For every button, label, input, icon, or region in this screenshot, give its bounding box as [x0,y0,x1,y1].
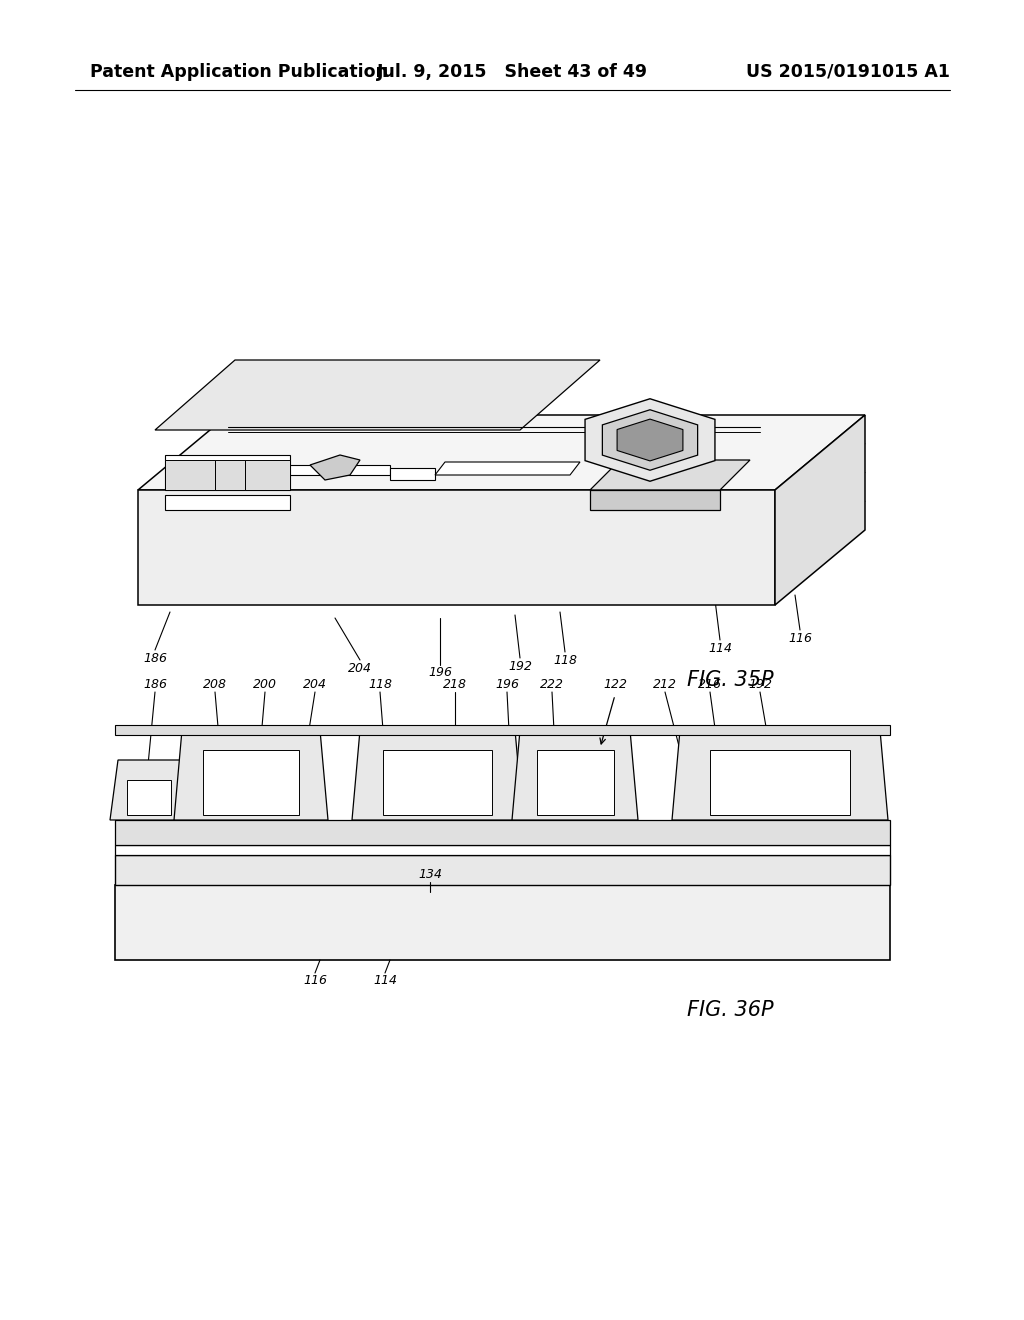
Text: 192: 192 [748,678,772,692]
Text: 216: 216 [698,678,722,692]
Polygon shape [215,459,245,490]
Polygon shape [115,725,890,735]
Text: 186: 186 [143,678,167,692]
Text: 200: 200 [253,678,278,692]
Polygon shape [127,780,171,814]
Text: 116: 116 [303,974,327,986]
Polygon shape [138,414,865,490]
Polygon shape [383,750,492,814]
Polygon shape [390,469,435,480]
Text: 118: 118 [368,678,392,692]
Polygon shape [203,750,299,814]
Polygon shape [245,459,290,490]
Polygon shape [590,459,750,490]
Text: 204: 204 [303,678,327,692]
Text: 212: 212 [653,678,677,692]
Text: 118: 118 [553,653,577,667]
Polygon shape [617,420,683,461]
Polygon shape [115,820,890,845]
Polygon shape [710,750,850,814]
Polygon shape [585,399,715,482]
Polygon shape [672,730,888,820]
Text: Patent Application Publication: Patent Application Publication [90,63,388,81]
Polygon shape [775,414,865,605]
Text: 192: 192 [508,660,532,672]
Text: 134: 134 [418,869,442,882]
Text: US 2015/0191015 A1: US 2015/0191015 A1 [746,63,950,81]
Text: 196: 196 [428,667,452,680]
Text: 222: 222 [540,678,564,692]
Polygon shape [174,730,328,820]
Text: 122: 122 [603,678,627,692]
Text: 116: 116 [788,631,812,644]
Polygon shape [352,730,523,820]
Polygon shape [115,884,890,960]
Polygon shape [435,462,580,475]
Text: Jul. 9, 2015   Sheet 43 of 49: Jul. 9, 2015 Sheet 43 of 49 [377,63,647,81]
Text: FIG. 36P: FIG. 36P [687,1001,773,1020]
Text: 114: 114 [708,642,732,655]
Text: 204: 204 [348,661,372,675]
Polygon shape [590,490,720,510]
Polygon shape [165,455,290,490]
Text: 186: 186 [143,652,167,664]
Polygon shape [138,490,775,605]
Polygon shape [290,465,390,475]
Text: FIG. 35P: FIG. 35P [687,671,773,690]
Text: 196: 196 [495,678,519,692]
Polygon shape [115,845,890,855]
Polygon shape [165,459,215,490]
Polygon shape [110,760,188,820]
Polygon shape [165,495,290,510]
Polygon shape [602,409,697,470]
Text: 114: 114 [373,974,397,986]
Polygon shape [512,730,638,820]
Polygon shape [155,360,600,430]
Text: 208: 208 [203,678,227,692]
Text: 218: 218 [443,678,467,692]
Polygon shape [537,750,613,814]
Polygon shape [115,855,890,884]
Polygon shape [310,455,360,480]
